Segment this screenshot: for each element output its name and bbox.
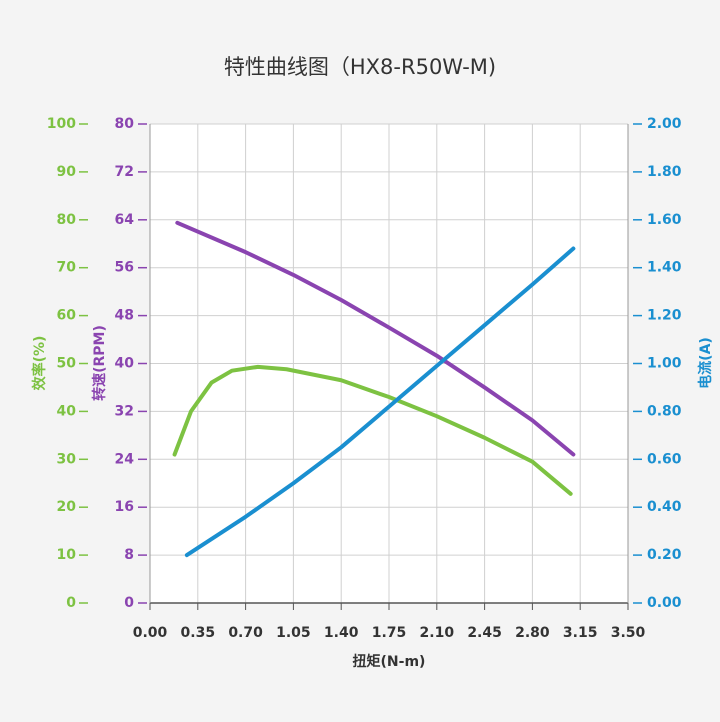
y-tick-label: 90 (57, 164, 77, 180)
y-tick-label: 0 (66, 595, 76, 611)
x-tick-label: 3.15 (563, 625, 598, 641)
y3-tick-label: 1.20 (647, 308, 682, 324)
y3-tick-label: 1.60 (647, 212, 682, 228)
x-tick-label: 0.00 (133, 625, 168, 641)
y2-tick-label: 80 (115, 116, 135, 132)
y3-tick-label: 2.00 (647, 116, 682, 132)
x-tick-label: 0.70 (228, 625, 263, 641)
y-tick-label: 40 (57, 403, 77, 419)
y-tick-label: 70 (57, 260, 77, 276)
y3-axis-label: 电流(A) (697, 337, 714, 389)
series-line (172, 364, 573, 496)
chart-title: 特性曲线图（HX8-R50W-M) (224, 55, 496, 79)
x-axis-label: 扭矩(N-m) (353, 653, 426, 670)
y3-tick-label: 0.40 (647, 499, 682, 515)
y2-tick-label: 0 (124, 595, 134, 611)
y2-tick-label: 24 (115, 451, 135, 467)
y2-tick-label: 48 (115, 308, 134, 324)
y-tick-label: 20 (57, 499, 77, 515)
y3-tick-label: 1.00 (647, 356, 682, 372)
y2-tick-label: 56 (115, 260, 134, 276)
x-tick-label: 2.80 (515, 625, 550, 641)
y2-tick-label: 32 (115, 403, 134, 419)
y2-tick-label: 64 (115, 212, 135, 228)
y-tick-label: 100 (47, 116, 76, 132)
y2-tick-label: 16 (115, 499, 134, 515)
y3-tick-label: 1.40 (647, 260, 682, 276)
x-tick-label: 0.35 (181, 625, 216, 641)
x-tick-label: 1.40 (324, 625, 359, 641)
series-line (175, 220, 576, 457)
x-tick-label: 2.45 (467, 625, 502, 641)
y2-tick-label: 8 (124, 547, 134, 563)
y3-tick-label: 0.60 (647, 451, 682, 467)
x-tick-label: 2.10 (420, 625, 455, 641)
y3-tick-label: 0.20 (647, 547, 682, 563)
y-axis-label: 效率(%) (31, 336, 48, 391)
y-tick-label: 60 (57, 308, 77, 324)
y3-tick-label: 0.00 (647, 595, 682, 611)
series-line (184, 246, 576, 558)
y-tick-label: 30 (57, 451, 77, 467)
y-tick-label: 10 (57, 547, 77, 563)
y-tick-label: 80 (57, 212, 77, 228)
y2-tick-label: 72 (115, 164, 134, 180)
y2-tick-label: 40 (115, 356, 135, 372)
y-tick-label: 50 (57, 356, 77, 372)
x-tick-label: 1.75 (372, 625, 407, 641)
x-tick-label: 1.05 (276, 625, 311, 641)
x-tick-label: 3.50 (611, 625, 646, 641)
y2-axis-label: 转速(RPM) (91, 325, 108, 401)
y3-tick-label: 1.80 (647, 164, 682, 180)
y3-tick-label: 0.80 (647, 403, 682, 419)
